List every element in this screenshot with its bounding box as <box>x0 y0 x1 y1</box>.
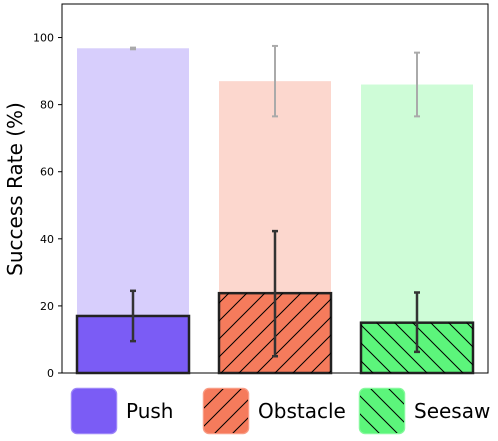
legend-label-obstacle: Obstacle <box>258 399 346 423</box>
y-tick-label: 40 <box>40 233 54 246</box>
legend-label-seesaw: Seesaw <box>414 399 490 423</box>
legend-label-push: Push <box>126 399 173 423</box>
legend-swatch-push <box>70 387 118 435</box>
y-tick-label: 80 <box>40 99 54 112</box>
y-tick-label: 100 <box>33 32 54 45</box>
legend-hatch-seesaw <box>360 389 404 433</box>
y-tick-label: 20 <box>40 300 54 313</box>
y-tick-label: 0 <box>47 367 54 380</box>
legend-hatch-obstacle <box>204 389 248 433</box>
y-tick-label: 60 <box>40 166 54 179</box>
y-axis-label: Success Rate (%) <box>3 102 27 276</box>
